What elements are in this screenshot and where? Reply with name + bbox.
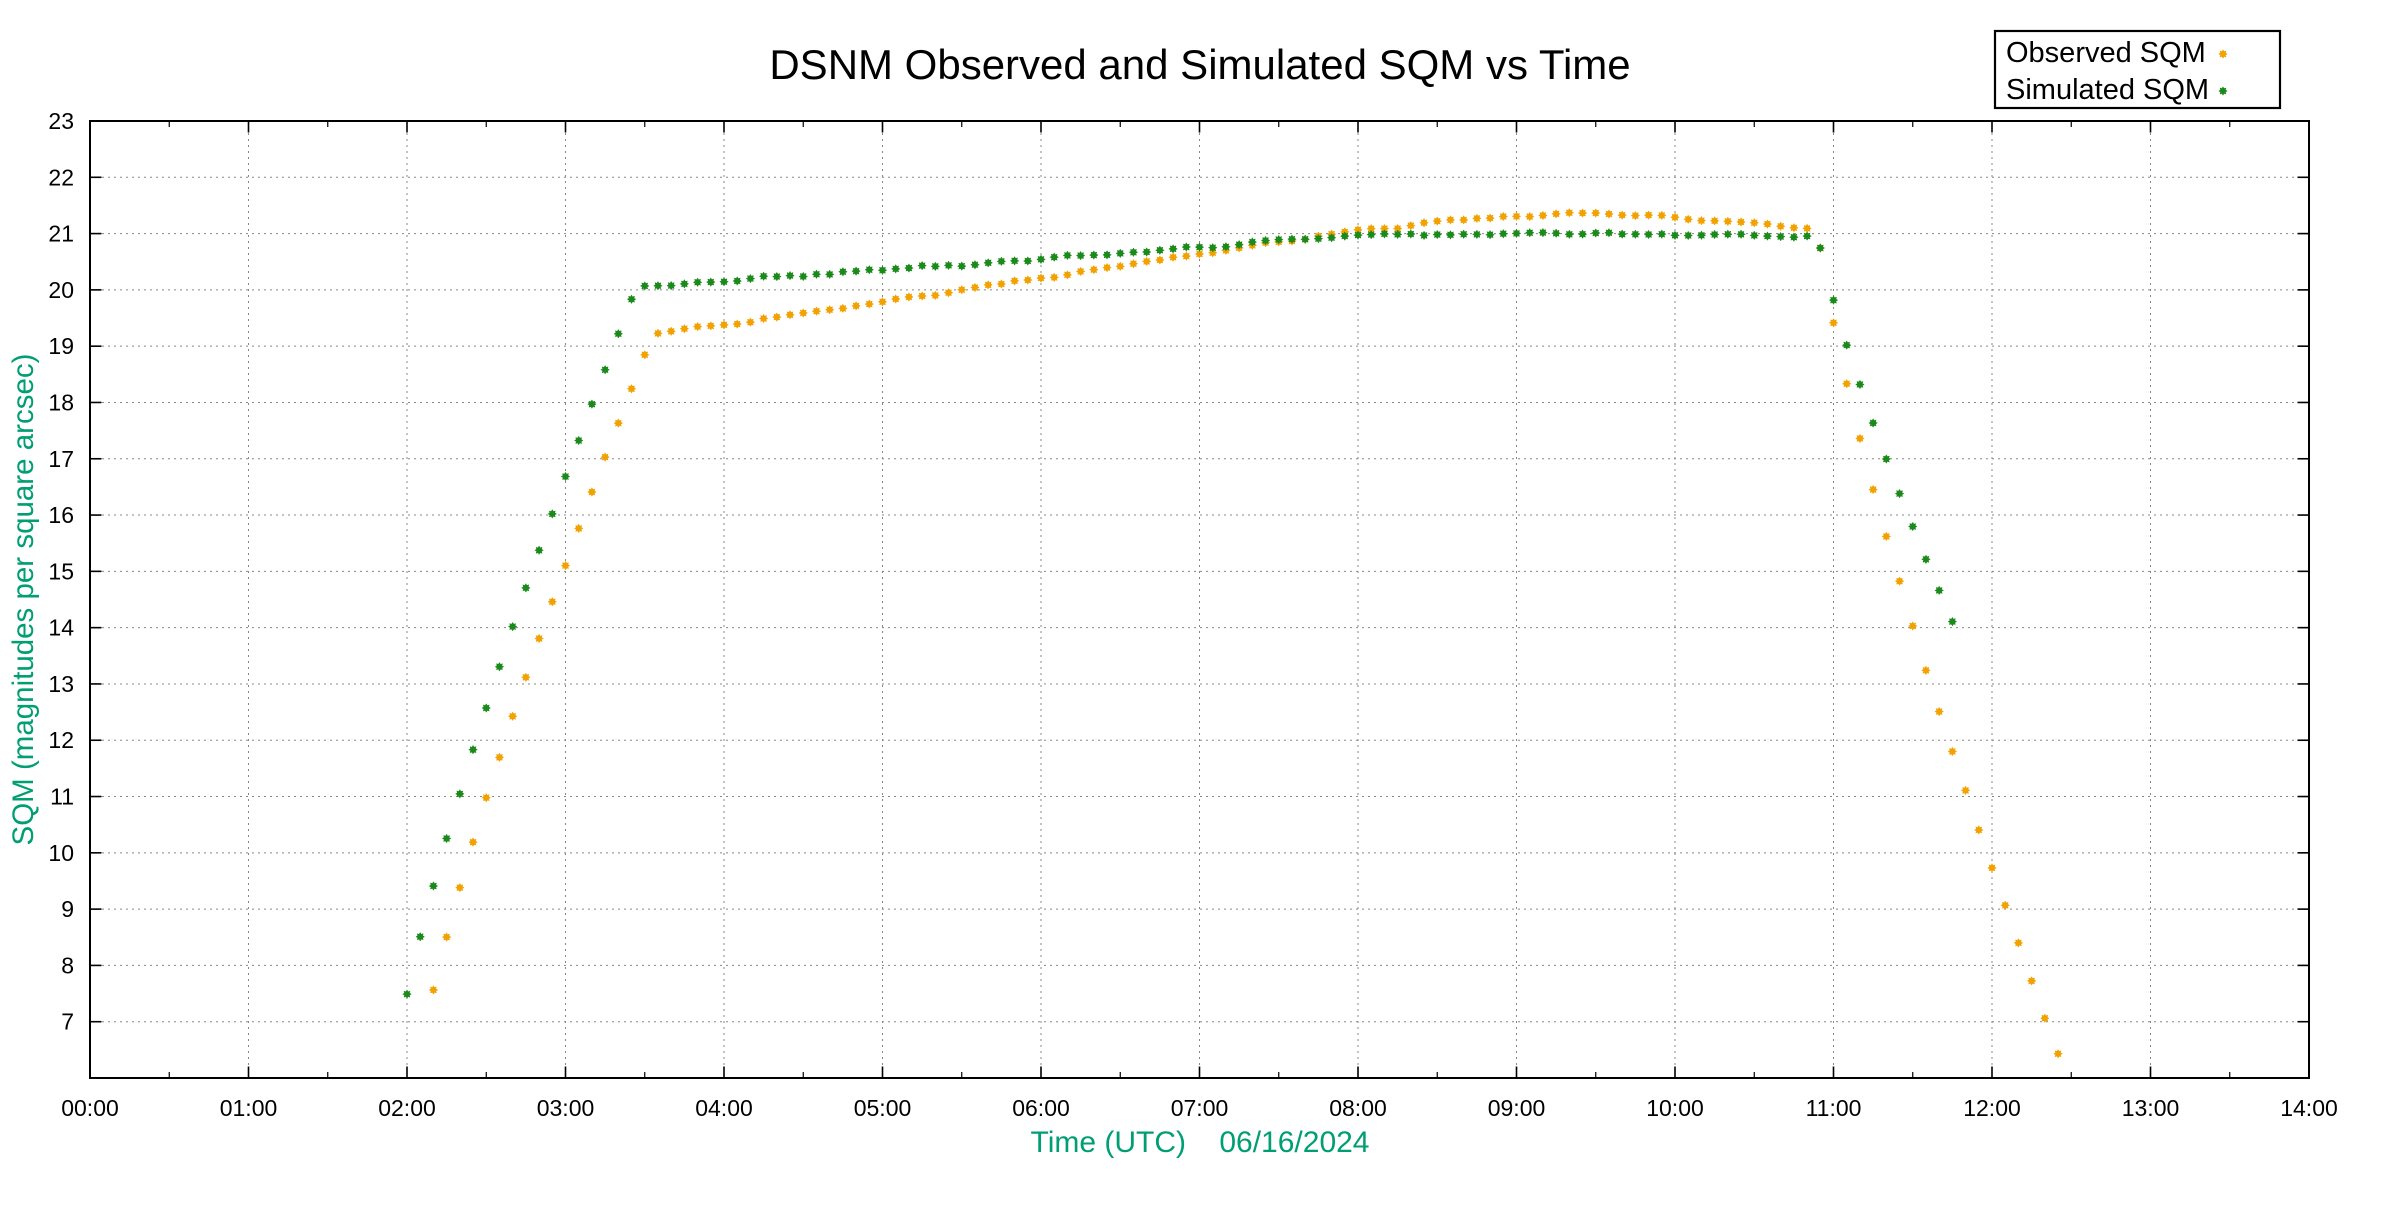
svg-text:14: 14	[48, 615, 74, 641]
svg-text:11: 11	[50, 784, 74, 810]
svg-text:Time (UTC) 06/16/2024: Time (UTC) 06/16/2024	[1030, 1126, 1369, 1159]
svg-text:05:00: 05:00	[854, 1095, 912, 1121]
svg-text:16: 16	[48, 502, 74, 528]
svg-text:Observed SQM: Observed SQM	[2006, 37, 2206, 69]
svg-text:13:00: 13:00	[2122, 1095, 2180, 1121]
svg-text:13: 13	[48, 671, 74, 697]
svg-text:08:00: 08:00	[1329, 1095, 1387, 1121]
svg-text:8: 8	[61, 952, 74, 978]
svg-text:03:00: 03:00	[537, 1095, 595, 1121]
svg-text:06:00: 06:00	[1012, 1095, 1070, 1121]
svg-text:10:00: 10:00	[1646, 1095, 1704, 1121]
svg-text:SQM (magnitudes per square arc: SQM (magnitudes per square arcsec)	[7, 354, 40, 846]
svg-text:12: 12	[48, 727, 74, 753]
svg-text:9: 9	[61, 896, 74, 922]
svg-text:19: 19	[48, 333, 74, 359]
svg-text:15: 15	[48, 558, 74, 584]
svg-text:11:00: 11:00	[1806, 1095, 1862, 1121]
svg-text:12:00: 12:00	[1963, 1095, 2021, 1121]
svg-text:02:00: 02:00	[378, 1095, 436, 1121]
svg-text:18: 18	[48, 389, 74, 415]
svg-text:10: 10	[48, 840, 74, 866]
svg-text:Simulated SQM: Simulated SQM	[2006, 74, 2209, 106]
svg-text:20: 20	[48, 277, 74, 303]
svg-text:14:00: 14:00	[2280, 1095, 2338, 1121]
svg-text:09:00: 09:00	[1488, 1095, 1546, 1121]
svg-text:23: 23	[48, 108, 74, 134]
svg-text:21: 21	[48, 221, 74, 247]
svg-text:DSNM Observed and Simulated SQ: DSNM Observed and Simulated SQM vs Time	[769, 41, 1630, 88]
svg-text:17: 17	[48, 446, 74, 472]
svg-text:04:00: 04:00	[695, 1095, 753, 1121]
svg-text:01:00: 01:00	[220, 1095, 278, 1121]
svg-text:22: 22	[48, 164, 74, 190]
svg-text:00:00: 00:00	[61, 1095, 119, 1121]
svg-text:7: 7	[61, 1009, 74, 1035]
svg-text:07:00: 07:00	[1171, 1095, 1229, 1121]
